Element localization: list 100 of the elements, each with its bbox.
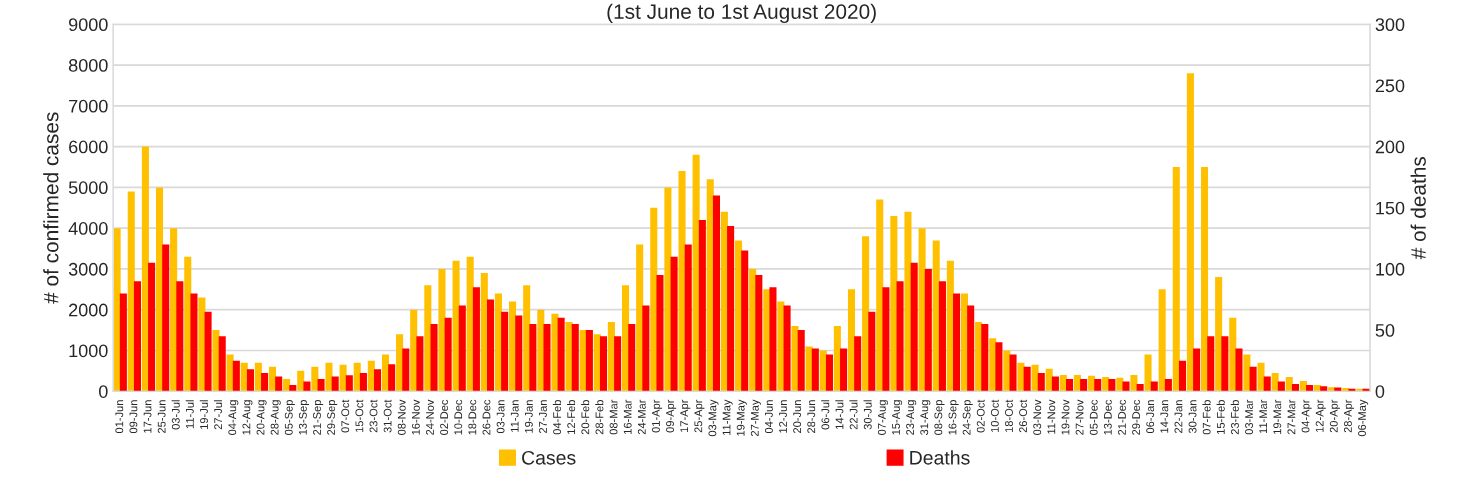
x-tick-label: 31-Oct bbox=[383, 399, 392, 433]
x-tick-label: 09-Apr bbox=[666, 399, 677, 433]
y-tick-label: 1000 bbox=[69, 344, 108, 358]
x-tick-label: 17-Apr bbox=[680, 399, 691, 433]
x-tick-label: 08-Mar bbox=[609, 399, 618, 435]
x-tick-label: 04-Apr bbox=[1301, 399, 1312, 433]
x-tick-label: 15-Oct bbox=[355, 399, 364, 433]
x-tick-label: 06-Jan bbox=[1146, 400, 1155, 434]
bar bbox=[1144, 354, 1152, 392]
x-tick-label: 28-Feb bbox=[595, 400, 604, 435]
x-tick-label: 19-Nov bbox=[1061, 399, 1070, 435]
y-axis-title: # of confirmed cases bbox=[43, 112, 59, 304]
y2-tick-label: 200 bbox=[1375, 140, 1405, 154]
x-tick-label: 23-Oct bbox=[369, 399, 378, 433]
bar bbox=[1201, 166, 1209, 392]
x-tick-label: 28-Jun bbox=[807, 400, 816, 433]
x-tick-label: 26-Dec bbox=[482, 399, 491, 435]
x-tick-label: 12-Aug bbox=[242, 400, 253, 435]
x-tick-label: 18-Oct bbox=[1005, 399, 1013, 433]
x-tick-label: 11-Nov bbox=[1047, 399, 1056, 434]
x-tick-label: 27-Jul bbox=[213, 400, 223, 430]
x-tick-label: 23-Feb bbox=[1230, 400, 1239, 435]
y2-tick-label: 250 bbox=[1375, 79, 1405, 93]
x-tick-label: 28-Apr bbox=[1343, 399, 1355, 433]
x-tick-label: 05-Dec bbox=[1089, 399, 1098, 435]
x-tick-label: 03-Jan bbox=[496, 400, 505, 434]
x-tick-label: 26-Oct bbox=[1019, 399, 1028, 433]
y-tick-label: 9000 bbox=[69, 18, 108, 32]
x-tick-label: 20-Aug bbox=[256, 400, 267, 435]
x-tick-label: 20-Feb bbox=[581, 400, 590, 435]
x-tick-label: 28-Aug bbox=[270, 400, 281, 435]
bar bbox=[1150, 381, 1158, 392]
x-tick-label: 20-Jun bbox=[793, 400, 802, 433]
x-tick-label: 27-Jan bbox=[539, 400, 547, 433]
x-tick-label: 14-Jan bbox=[1160, 400, 1169, 433]
x-tick-label: 27-Nov bbox=[1075, 399, 1084, 435]
x-tick-label: 02-Dec bbox=[440, 399, 449, 435]
x-tick-label: 10-Oct bbox=[990, 399, 999, 433]
x-tick-label: 11-Jul bbox=[185, 400, 194, 429]
y-tick-label: 0 bbox=[98, 385, 108, 398]
y-tick-label: 3000 bbox=[68, 262, 108, 276]
x-tick-label: 30-Jul bbox=[863, 400, 872, 430]
x-tick-label: 25-Apr bbox=[694, 399, 705, 433]
x-tick-label: 19-Mar bbox=[1273, 399, 1282, 434]
bar bbox=[297, 370, 305, 392]
chart-title: (1st June to 1st August 2020) bbox=[607, 3, 876, 24]
y-tick-label: 7000 bbox=[69, 99, 108, 113]
x-tick-label: 03-Jul bbox=[171, 400, 180, 430]
x-tick-label: 13-Dec bbox=[1103, 399, 1112, 435]
bar bbox=[1178, 360, 1187, 392]
x-tick-label: 08-Sep bbox=[934, 400, 945, 435]
y2-tick-label: 150 bbox=[1376, 201, 1405, 215]
x-tick-label: 19-May bbox=[736, 399, 747, 436]
x-tick-label: 12-Feb bbox=[566, 400, 576, 434]
x-tick-label: 29-Sep bbox=[327, 400, 338, 435]
bar bbox=[311, 366, 319, 392]
x-tick-label: 04-Jun bbox=[764, 400, 773, 434]
x-tick-label: 09-Jun bbox=[129, 400, 138, 434]
x-tick-label: 14-Jul bbox=[835, 400, 844, 429]
x-tick-label: 22-Jul bbox=[849, 400, 858, 430]
x-tick-label: 07-Aug bbox=[877, 400, 889, 435]
x-tick-label: 16-Mar bbox=[623, 399, 632, 434]
x-tick-label: 30-Jan bbox=[1188, 400, 1197, 434]
x-tick-label: 24-Nov bbox=[426, 399, 434, 435]
bar bbox=[1164, 379, 1172, 392]
x-tick-label: 15-Feb bbox=[1216, 400, 1225, 434]
y-tick-label: 2000 bbox=[69, 303, 108, 317]
bar bbox=[1215, 277, 1223, 392]
x-tick-label: 29-Dec bbox=[1132, 399, 1141, 435]
y2-tick-label: 300 bbox=[1375, 18, 1405, 32]
x-tick-label: 04-Aug bbox=[228, 400, 239, 435]
y2-tick-label: 50 bbox=[1375, 324, 1395, 337]
y2-axis-title: # of deaths bbox=[1410, 156, 1426, 260]
y-tick-label: 5000 bbox=[68, 181, 108, 195]
legend-label: Cases bbox=[522, 450, 576, 465]
x-tick-label: 07-Oct bbox=[341, 399, 350, 433]
x-tick-label: 06-Jul bbox=[821, 400, 830, 430]
x-tick-label: 04-Feb bbox=[552, 400, 562, 435]
x-tick-label: 05-Sep bbox=[284, 400, 295, 435]
y-tick-label: 8000 bbox=[68, 59, 108, 72]
x-tick-label: 27-Mar bbox=[1287, 399, 1296, 435]
x-tick-label: 23-Aug bbox=[906, 400, 917, 435]
x-tick-label: 18-Dec bbox=[468, 399, 477, 435]
y-tick-label: 6000 bbox=[69, 140, 108, 154]
x-tick-label: 20-Apr bbox=[1329, 399, 1340, 433]
x-tick-label: 25-Jun bbox=[157, 400, 166, 433]
x-tick-label: 11-Mar bbox=[1259, 399, 1268, 434]
y2-tick-label: 0 bbox=[1375, 385, 1385, 398]
x-tick-label: 03-Nov bbox=[1033, 399, 1042, 435]
x-tick-label: 16-Sep bbox=[948, 400, 959, 435]
x-tick-label: 22-Jan bbox=[1174, 400, 1183, 433]
x-tick-label: 06-May bbox=[1358, 399, 1369, 437]
x-tick-label: 13-Sep bbox=[298, 400, 310, 435]
x-tick-label: 07-Feb bbox=[1202, 400, 1211, 435]
x-tick-label: 01-Apr bbox=[652, 399, 663, 433]
x-tick-label: 24-Sep bbox=[962, 400, 973, 435]
x-tick-label: 12-Apr bbox=[1315, 399, 1326, 433]
bar bbox=[1186, 73, 1194, 392]
x-tick-label: 27-May bbox=[750, 399, 761, 437]
x-tick-label: 11-May bbox=[722, 399, 733, 435]
